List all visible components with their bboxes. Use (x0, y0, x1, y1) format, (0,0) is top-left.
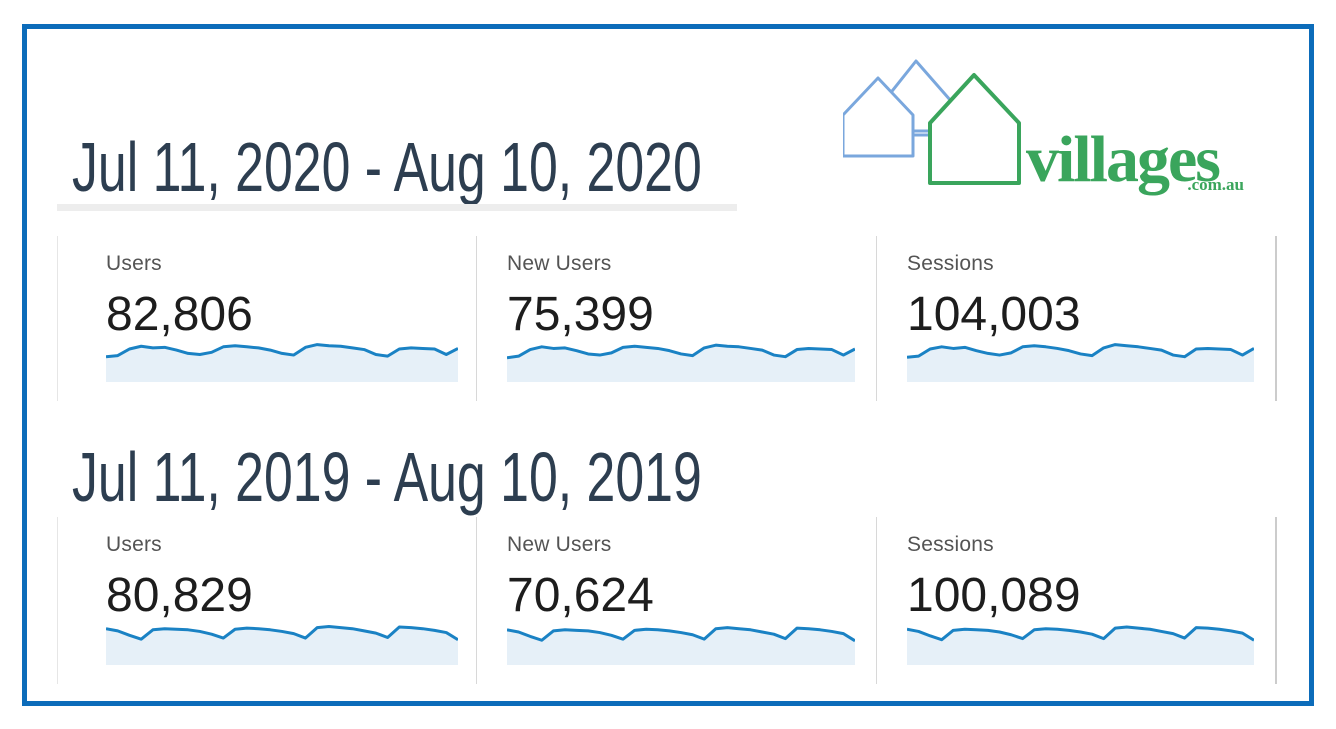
three-houses-icon: villages .com.au (841, 59, 1244, 196)
heading-divider-strip (57, 204, 737, 211)
metric-value: 80,829 (106, 569, 253, 622)
scorecard-users-2020[interactable]: Users 82,806 (58, 236, 476, 401)
house-outline-green-icon (928, 73, 1021, 185)
scorecard-new-users-2019[interactable]: New Users 70,624 (476, 517, 876, 684)
sparkline-chart[interactable] (907, 336, 1254, 382)
metric-value: 75,399 (507, 288, 654, 341)
metric-label: New Users (507, 252, 612, 275)
report-frame: Jul 11, 2020 - Aug 10, 2020 villages .co… (22, 24, 1314, 706)
scorecard-new-users-2020[interactable]: New Users 75,399 (476, 236, 876, 401)
metric-label: Users (106, 533, 162, 556)
villages-logo[interactable]: villages .com.au (841, 53, 1251, 201)
sparkline-chart[interactable] (106, 619, 458, 665)
metric-value: 82,806 (106, 288, 253, 341)
metric-value: 104,003 (907, 288, 1081, 341)
sparkline-chart[interactable] (907, 619, 1254, 665)
metric-label: New Users (507, 533, 612, 556)
sparkline-chart[interactable] (507, 336, 855, 382)
scorecard-sessions-2019[interactable]: Sessions 100,089 (876, 517, 1275, 684)
logo-tld: .com.au (1187, 175, 1244, 194)
metric-label: Sessions (907, 533, 994, 556)
logo-wordmark: villages (1026, 123, 1220, 196)
sparkline-chart[interactable] (106, 336, 458, 382)
date-range-title-2020: Jul 11, 2020 - Aug 10, 2020 (72, 128, 702, 206)
metric-value: 100,089 (907, 569, 1081, 622)
scorecard-row-2019: Users 80,829 New Users 70,624 Sessions 1… (57, 517, 1277, 684)
scorecard-row-2020: Users 82,806 New Users 75,399 Sessions 1… (57, 236, 1277, 401)
metric-value: 70,624 (507, 569, 654, 622)
scorecard-sessions-2020[interactable]: Sessions 104,003 (876, 236, 1275, 401)
scorecard-users-2019[interactable]: Users 80,829 (58, 517, 476, 684)
metric-label: Sessions (907, 252, 994, 275)
metric-label: Users (106, 252, 162, 275)
date-range-title-2019: Jul 11, 2019 - Aug 10, 2019 (72, 438, 702, 516)
house-outline-left-icon (841, 76, 915, 158)
sparkline-chart[interactable] (507, 619, 855, 665)
